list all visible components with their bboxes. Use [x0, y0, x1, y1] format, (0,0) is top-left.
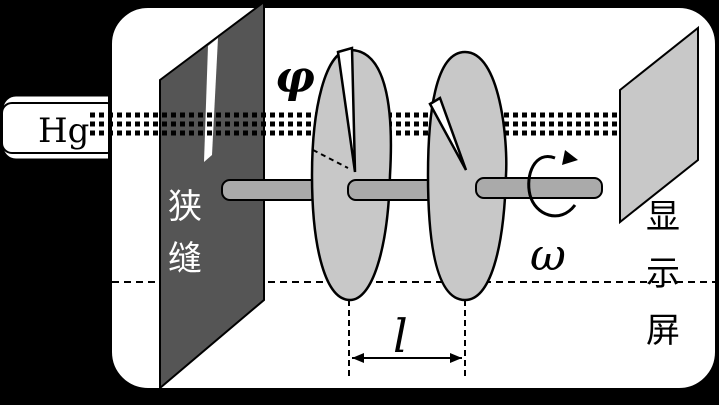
screen-label-1: 显	[646, 197, 680, 237]
disc-1-notch	[336, 46, 357, 173]
distance-arrow-right-head	[450, 353, 462, 363]
screen-label-2: 示	[646, 254, 680, 294]
slit-label-1: 狭	[168, 187, 202, 227]
slit-label-2: 缝	[168, 239, 202, 279]
slit-plate	[159, 0, 265, 391]
angle-symbol: φ	[275, 52, 315, 103]
rotating-disc-2	[426, 50, 508, 302]
shaft-segment-1	[221, 179, 319, 201]
angle-reference-line	[312, 149, 349, 169]
rotating-disc-1	[310, 46, 393, 302]
distance-symbol: l	[393, 309, 408, 363]
distance-arrow-left-head	[352, 353, 364, 363]
screen-label-3: 屏	[646, 311, 680, 351]
rotation-arrow-icon	[527, 150, 578, 218]
disc-2-notch	[428, 96, 468, 171]
source-label: Hg	[38, 111, 89, 151]
shaft-segment-3	[475, 177, 603, 199]
display-screen	[619, 25, 699, 225]
angular-velocity-symbol: ω	[530, 230, 566, 281]
